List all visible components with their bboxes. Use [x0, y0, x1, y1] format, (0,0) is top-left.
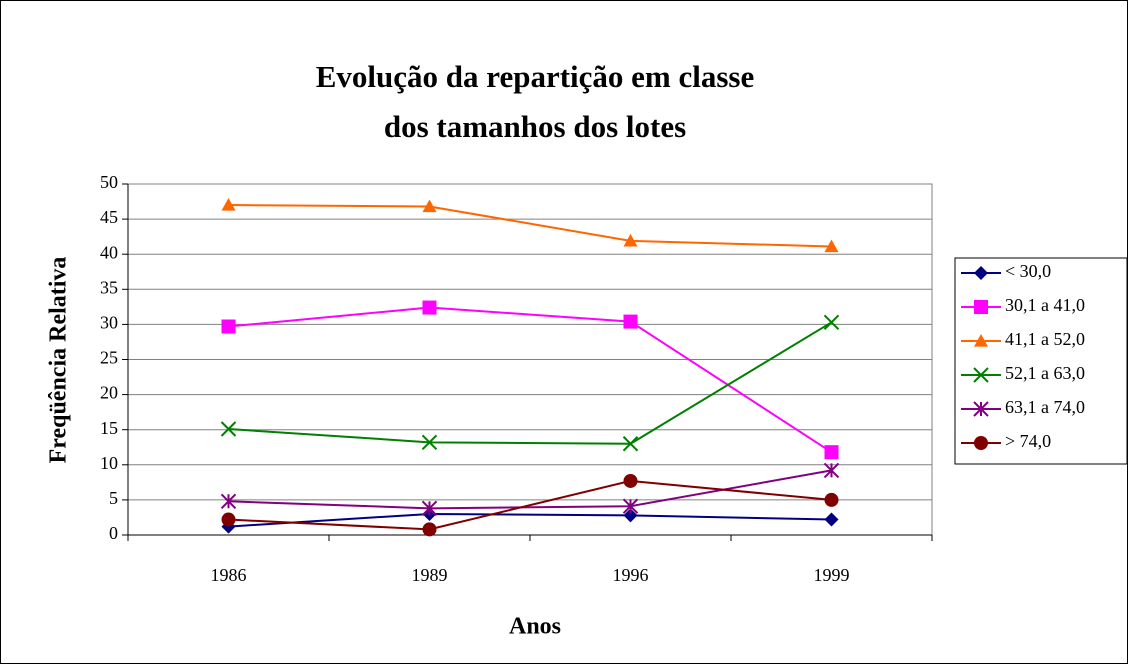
marker — [974, 266, 988, 280]
y-tick-label: 40 — [100, 242, 118, 262]
marker — [974, 334, 988, 347]
legend-label: 30,1 a 41,0 — [1005, 295, 1085, 315]
y-tick-label: 25 — [100, 348, 118, 368]
marker — [973, 367, 989, 383]
marker — [421, 434, 438, 451]
y-tick-label: 50 — [100, 172, 118, 192]
x-tick-label: 1989 — [412, 565, 448, 585]
legend-label: 52,1 a 63,0 — [1005, 363, 1085, 383]
marker — [220, 493, 237, 510]
marker — [422, 522, 437, 537]
marker — [974, 436, 988, 450]
marker — [422, 300, 437, 315]
marker — [623, 314, 638, 329]
x-tick-label: 1996 — [613, 565, 649, 585]
legend-label: 63,1 a 74,0 — [1005, 397, 1085, 417]
y-tick-label: 10 — [100, 453, 118, 473]
marker — [221, 512, 236, 527]
legend-label: > 74,0 — [1005, 431, 1051, 451]
series-line — [228, 469, 832, 510]
marker — [824, 445, 839, 460]
marker — [824, 512, 839, 527]
legend-label: < 30,0 — [1005, 261, 1051, 281]
marker — [623, 233, 638, 247]
x-axis-label: Anos — [509, 614, 561, 640]
y-axis-label: Freqüência Relativa — [46, 257, 72, 464]
y-tick-label: 5 — [109, 488, 118, 508]
marker — [422, 199, 437, 213]
marker — [421, 500, 438, 517]
legend-box — [954, 257, 1128, 465]
series-line — [228, 321, 833, 445]
marker — [220, 421, 237, 437]
chart-title: Evolução da repartição em classe — [316, 59, 755, 94]
y-tick-label: 20 — [100, 383, 118, 403]
marker — [221, 319, 236, 334]
marker — [824, 492, 839, 507]
y-tick-label: 35 — [100, 277, 118, 297]
marker — [221, 198, 236, 211]
marker — [974, 300, 988, 314]
x-tick-label: 1986 — [211, 565, 247, 585]
marker — [622, 436, 639, 452]
marker — [823, 462, 840, 479]
series-line — [228, 306, 833, 454]
chart-title: dos tamanhos dos lotes — [384, 109, 686, 144]
y-tick-label: 0 — [109, 523, 118, 543]
x-tick-label: 1999 — [814, 565, 850, 585]
marker — [973, 401, 989, 417]
y-tick-label: 30 — [100, 313, 118, 333]
legend-label: 41,1 a 52,0 — [1005, 329, 1085, 349]
y-tick-label: 15 — [100, 418, 118, 438]
series-line — [228, 479, 832, 531]
marker — [623, 508, 638, 523]
y-tick-label: 45 — [100, 207, 118, 227]
marker — [824, 239, 839, 253]
marker — [623, 473, 638, 488]
series-line — [228, 512, 832, 528]
marker — [823, 314, 840, 331]
marker — [622, 498, 639, 514]
series-line — [228, 204, 832, 248]
